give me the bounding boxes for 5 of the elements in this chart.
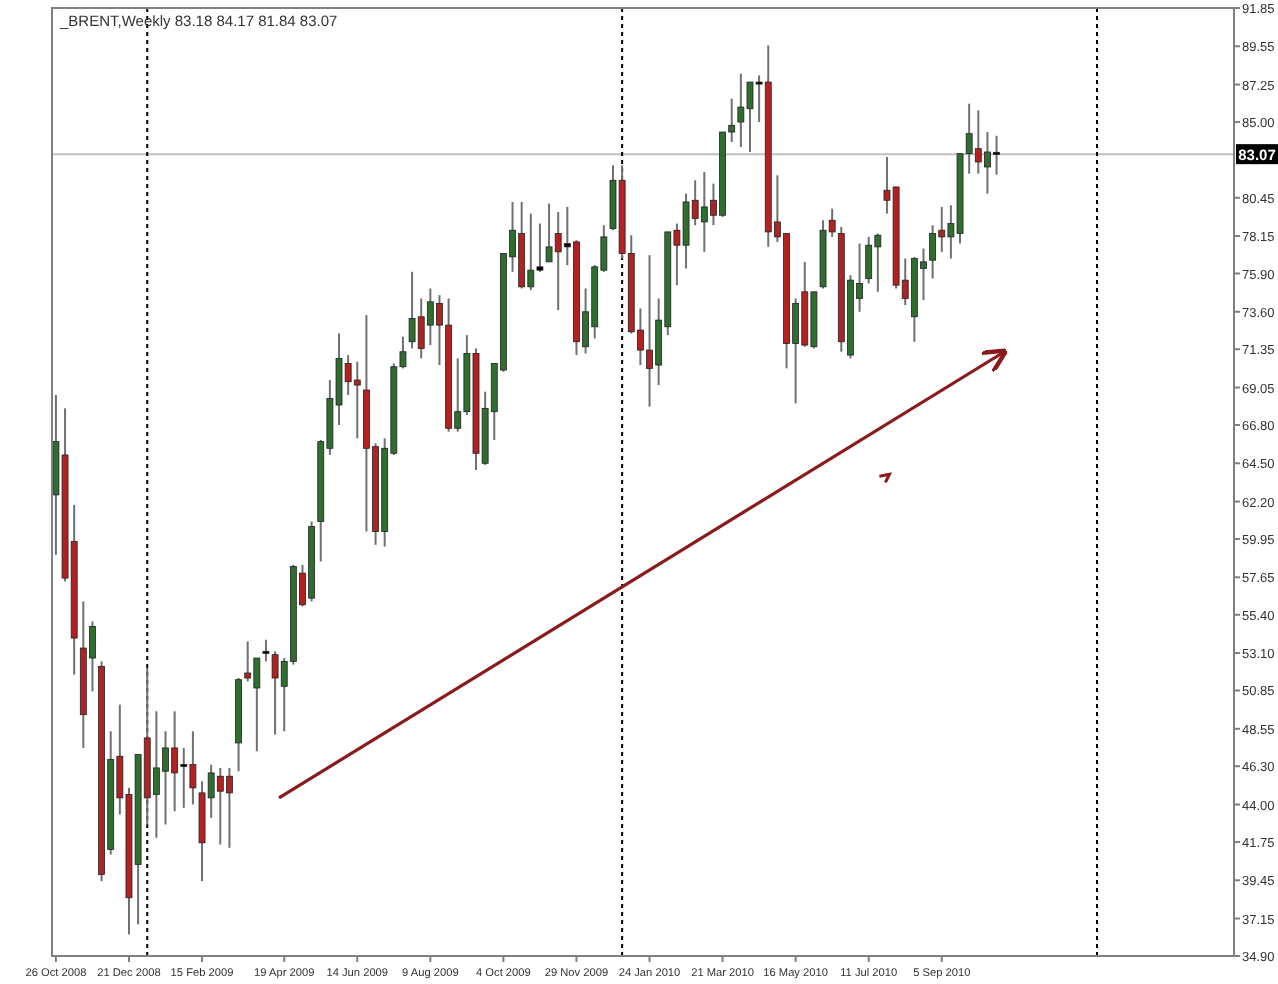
candlestick: [262, 638, 270, 663]
candlestick: [865, 235, 873, 285]
candlestick: [244, 640, 252, 683]
candlestick: [929, 224, 937, 280]
candlestick: [353, 360, 361, 440]
